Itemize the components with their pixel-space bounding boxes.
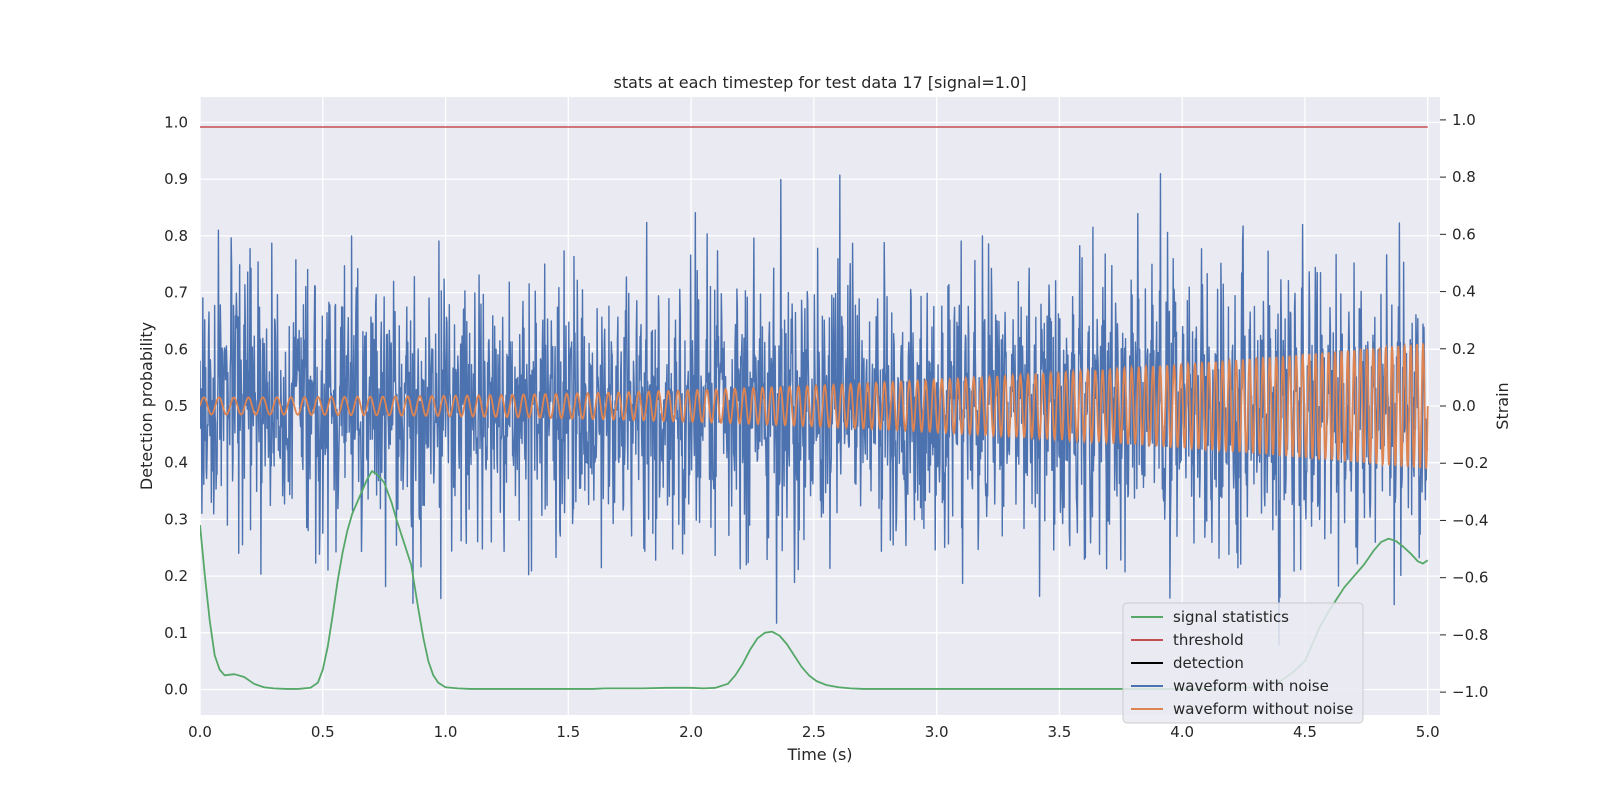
y-axis-left: 0.0 0.1 0.2 0.3 0.4 0.5 0.6 0.7 0.8 0.9 1.0: [164, 114, 188, 699]
y-right-tick-label: 1.0: [1452, 111, 1476, 129]
legend-entry-waveform-with-noise: waveform with noise: [1131, 677, 1329, 695]
y-right-tick-label: 0.6: [1452, 225, 1476, 243]
y-tick-label: 0.9: [164, 170, 188, 188]
x-tick-label: 0.5: [311, 723, 335, 741]
x-tick-label: 1.5: [556, 723, 580, 741]
y-tick-label: 0.0: [164, 680, 188, 698]
legend-entry-signal-statistics: signal statistics: [1131, 608, 1289, 626]
x-tick-label: 1.0: [434, 723, 458, 741]
y-tick-label: 0.3: [164, 510, 188, 528]
y-tick-label: 0.6: [164, 340, 188, 358]
x-tick-label: 2.5: [802, 723, 826, 741]
y-right-tick-label: −1.0: [1452, 683, 1488, 701]
x-tick-label: 3.0: [925, 723, 949, 741]
y-tick-label: 0.8: [164, 227, 188, 245]
y-axis-right: −1.0 −0.8 −0.6 −0.4 −0.2 0.0 0.2 0.4 0.6 0.8 1.0: [1440, 111, 1488, 701]
series-waveform-without-noise: [200, 343, 1429, 469]
y-axis-label: Detection probability: [137, 322, 156, 490]
y-right-tick-label: 0.8: [1452, 168, 1476, 186]
y-right-tick-label: 0.4: [1452, 283, 1476, 301]
y-right-tick-label: −0.6: [1452, 569, 1488, 587]
legend: signal statistics threshold detection wa…: [1122, 602, 1364, 724]
legend-label-detection: detection: [1173, 654, 1244, 672]
x-tick-label: 5.0: [1416, 723, 1440, 741]
y-tick-label: 1.0: [164, 114, 188, 132]
y-right-tick-label: −0.2: [1452, 454, 1488, 472]
x-tick-label: 4.0: [1170, 723, 1194, 741]
legend-entry-waveform-without-noise: waveform without noise: [1131, 700, 1353, 718]
y-right-tick-label: −0.8: [1452, 626, 1488, 644]
legend-entry-threshold: threshold: [1131, 631, 1244, 649]
x-axis-label: Time (s): [786, 745, 852, 764]
chart-title: stats at each timestep for test data 17 …: [614, 73, 1027, 92]
x-tick-label: 0.0: [188, 723, 212, 741]
y-tick-label: 0.5: [164, 397, 188, 415]
y-tick-label: 0.2: [164, 567, 188, 585]
y-axis-label-right: Strain: [1493, 382, 1512, 429]
y-right-tick-label: 0.0: [1452, 397, 1476, 415]
y-tick-label: 0.4: [164, 454, 188, 472]
legend-entry-detection: detection: [1131, 654, 1244, 672]
legend-label-signal-statistics: signal statistics: [1173, 608, 1289, 626]
y-tick-label: 0.7: [164, 284, 188, 302]
y-tick-label: 0.1: [164, 624, 188, 642]
legend-label-waveform-without-noise: waveform without noise: [1173, 700, 1353, 718]
x-tick-label: 4.5: [1293, 723, 1317, 741]
x-tick-label: 2.0: [679, 723, 703, 741]
legend-label-waveform-with-noise: waveform with noise: [1173, 677, 1329, 695]
y-right-tick-label: 0.2: [1452, 340, 1476, 358]
x-tick-label: 3.5: [1047, 723, 1071, 741]
legend-box: [1122, 602, 1364, 724]
y-right-tick-label: −0.4: [1452, 511, 1488, 529]
series-waveform-with-noise: [200, 172, 1429, 646]
legend-label-threshold: threshold: [1173, 631, 1244, 649]
x-axis: 0.0 0.5 1.0 1.5 2.0 2.5 3.0 3.5 4.0 4.5 5.0: [188, 723, 1440, 741]
